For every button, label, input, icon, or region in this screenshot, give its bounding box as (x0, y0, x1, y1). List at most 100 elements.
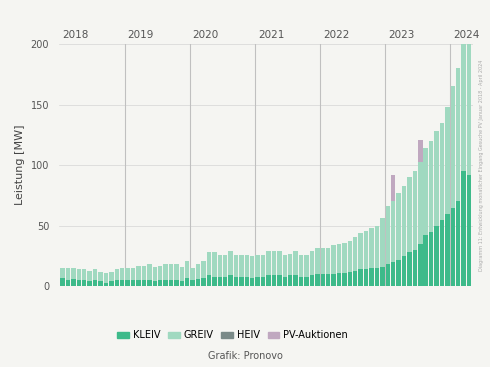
Bar (76, 269, 81, 280)
Bar (261, 255, 266, 277)
Bar (315, 247, 319, 274)
Bar (364, 230, 368, 269)
Bar (115, 269, 119, 280)
Bar (456, 68, 461, 201)
Bar (342, 273, 346, 286)
Bar (120, 268, 124, 280)
Bar (88, 281, 92, 286)
Bar (60, 278, 65, 286)
Bar (315, 274, 319, 286)
Bar (255, 255, 260, 277)
Bar (163, 280, 168, 286)
Bar (158, 266, 162, 280)
Bar (131, 268, 135, 280)
Bar (169, 280, 173, 286)
Bar (359, 233, 363, 269)
Bar (191, 280, 195, 286)
Bar (396, 193, 401, 259)
Bar (228, 251, 233, 275)
Bar (98, 272, 103, 281)
Bar (467, 17, 471, 175)
Bar (277, 251, 282, 275)
Bar (402, 186, 406, 256)
Bar (191, 268, 195, 280)
Bar (423, 235, 428, 286)
Bar (180, 281, 184, 286)
Bar (245, 277, 249, 286)
Bar (462, 171, 466, 286)
Bar (120, 280, 124, 286)
Bar (299, 277, 303, 286)
Text: 2018: 2018 (63, 30, 89, 40)
Text: Diagramm 11: Entwicklung monatlicher Eingang Gesuche PV Januar 2018 - April 2024: Diagramm 11: Entwicklung monatlicher Ein… (479, 59, 484, 271)
Bar (223, 277, 227, 286)
Bar (104, 283, 108, 286)
Bar (337, 244, 341, 273)
Bar (234, 277, 238, 286)
Bar (147, 265, 151, 280)
Bar (413, 250, 417, 286)
Bar (386, 265, 390, 286)
Bar (429, 232, 433, 286)
Bar (169, 265, 173, 280)
Bar (359, 269, 363, 286)
Bar (451, 208, 455, 286)
Bar (261, 277, 266, 286)
Bar (413, 171, 417, 250)
Bar (299, 255, 303, 277)
Y-axis label: Leistung [MW]: Leistung [MW] (15, 125, 25, 206)
Bar (131, 280, 135, 286)
Bar (207, 275, 211, 286)
Bar (93, 280, 98, 286)
Bar (353, 270, 358, 286)
Bar (255, 277, 260, 286)
Bar (82, 280, 87, 286)
Bar (467, 0, 471, 17)
Text: Grafik: Pronovo: Grafik: Pronovo (208, 352, 282, 361)
Bar (331, 274, 336, 286)
Bar (288, 254, 293, 275)
Bar (277, 275, 282, 286)
Bar (152, 267, 157, 281)
Bar (93, 269, 98, 280)
Bar (462, 0, 466, 20)
Bar (109, 281, 114, 286)
Bar (163, 265, 168, 280)
Bar (66, 268, 70, 280)
Bar (76, 280, 81, 286)
Bar (158, 280, 162, 286)
Bar (434, 226, 439, 286)
Text: 2023: 2023 (388, 30, 414, 40)
Bar (407, 252, 412, 286)
Bar (386, 206, 390, 265)
Text: 2019: 2019 (128, 30, 154, 40)
Bar (196, 279, 200, 286)
Bar (125, 280, 130, 286)
Bar (418, 140, 422, 161)
Bar (250, 278, 254, 286)
Bar (451, 87, 455, 208)
Bar (174, 265, 179, 280)
Bar (136, 280, 141, 286)
Bar (115, 280, 119, 286)
Bar (234, 255, 238, 277)
Bar (456, 201, 461, 286)
Bar (212, 252, 217, 277)
Bar (320, 274, 325, 286)
Bar (245, 255, 249, 277)
Legend: KLEIV, GREIV, HEIV, PV-Auktionen: KLEIV, GREIV, HEIV, PV-Auktionen (113, 327, 352, 344)
Bar (380, 218, 385, 267)
Bar (337, 273, 341, 286)
Bar (152, 281, 157, 286)
Bar (283, 277, 287, 286)
Bar (218, 277, 222, 286)
Bar (60, 268, 65, 278)
Bar (462, 20, 466, 171)
Text: 2021: 2021 (258, 30, 284, 40)
Bar (418, 244, 422, 286)
Bar (445, 214, 450, 286)
Bar (369, 268, 374, 286)
Bar (429, 141, 433, 232)
Bar (196, 265, 200, 279)
Bar (320, 247, 325, 274)
